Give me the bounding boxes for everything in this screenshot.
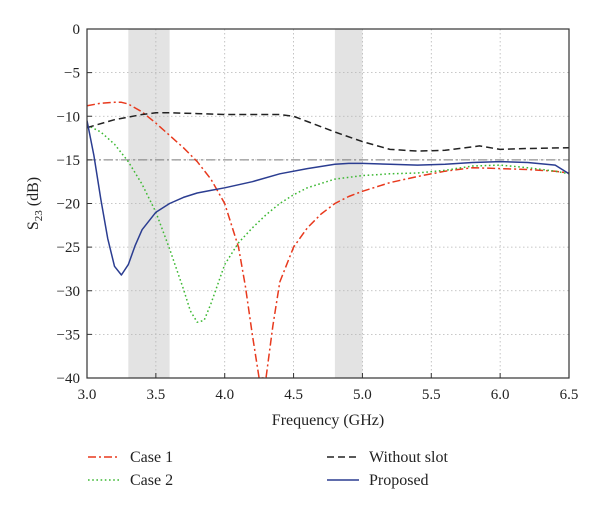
legend-label-2: Case 2 [130, 472, 173, 489]
series-lines [87, 101, 569, 378]
legend-label-4: Proposed [369, 472, 429, 489]
x-tick-label: 6.0 [491, 387, 510, 403]
y-tick-label: −15 [57, 153, 80, 169]
x-tick-label: 4.0 [215, 387, 234, 403]
x-tick-label: 5.0 [353, 387, 372, 403]
shaded-bands [128, 29, 363, 378]
y-axis-label-subscript: 23 [33, 210, 45, 222]
legend-label-1: Case 1 [130, 449, 173, 466]
y-axis-label: S23 (dB) [25, 177, 45, 230]
y-tick-label: 0 [73, 22, 81, 38]
legend: Case 1 Case 2 Without slot Proposed [88, 449, 448, 489]
y-tick-label: −10 [57, 109, 80, 125]
x-axis-label: Frequency (GHz) [272, 412, 384, 429]
y-tick-label: −35 [57, 327, 80, 343]
y-tick-label: −5 [64, 66, 80, 82]
series-line-3 [87, 112, 569, 152]
axis-ticks [86, 28, 570, 379]
series-line-4 [87, 120, 569, 276]
y-tick-label: −25 [57, 240, 80, 256]
legend-label-3: Without slot [369, 449, 448, 466]
y-tick-label: −30 [57, 284, 80, 300]
y-tick-labels: 0 −5 −10 −15 −20 −25 −30 −35 −40 [57, 22, 80, 387]
series-line-1 [87, 101, 569, 378]
x-tick-label: 3.0 [78, 387, 97, 403]
x-tick-label: 5.5 [422, 387, 441, 403]
x-tick-label: 4.5 [284, 387, 303, 403]
y-axis-label-unit: (dB) [25, 177, 42, 210]
y-axis-label-main: S [25, 221, 42, 230]
x-tick-label: 3.5 [146, 387, 165, 403]
x-tick-labels: 3.0 3.5 4.0 4.5 5.0 5.5 6.0 6.5 [78, 387, 579, 403]
x-tick-label: 6.5 [560, 387, 579, 403]
y-tick-label: −20 [57, 197, 80, 213]
y-tick-label: −40 [57, 371, 80, 387]
